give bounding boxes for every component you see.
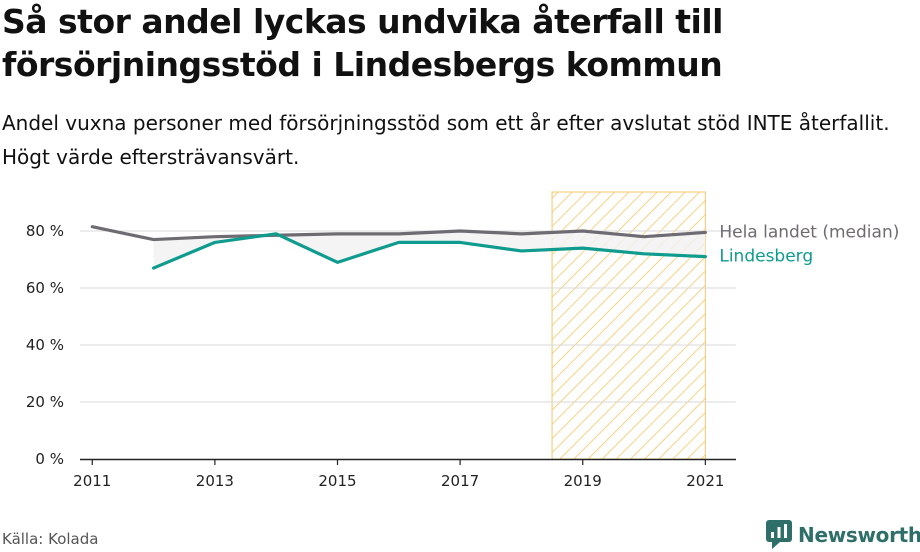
y-tick-label: 80 % xyxy=(26,222,64,240)
gridlines xyxy=(80,230,736,403)
series-labels: Hela landet (median) Lindesberg xyxy=(719,222,899,266)
x-tick-label: 2017 xyxy=(441,472,479,490)
newsworthy-logo-icon xyxy=(766,520,792,549)
chart-title: Så stor andel lyckas undvika återfall ti… xyxy=(2,2,723,84)
series-label-hela-landet: Hela landet (median) xyxy=(719,222,899,242)
series-label-lindesberg: Lindesberg xyxy=(719,247,813,267)
x-tick-label: 2011 xyxy=(73,472,111,490)
series-line-lindesberg xyxy=(151,232,707,270)
x-tick-labels: 2011 2013 2015 2017 2019 2021 xyxy=(73,472,724,490)
x-tick-label: 2015 xyxy=(318,472,356,490)
newsworthy-logo: Newsworthy xyxy=(766,519,920,551)
y-tick-label: 0 % xyxy=(35,450,64,468)
x-tick-label: 2019 xyxy=(564,472,602,490)
y-tick-label: 40 % xyxy=(26,336,64,354)
brand-name: Newsworthy xyxy=(798,523,920,547)
x-tick-label: 2013 xyxy=(196,472,234,490)
series-line-hela-landet xyxy=(90,225,707,242)
chart-subtitle: Andel vuxna personer med försörjningsstö… xyxy=(2,111,890,169)
x-tick-label: 2021 xyxy=(686,472,724,490)
x-axis xyxy=(80,458,736,465)
y-tick-label: 20 % xyxy=(26,393,64,411)
source-note: Källa: Kolada xyxy=(2,530,99,548)
series-lines xyxy=(90,225,707,270)
y-tick-labels: 0 % 20 % 40 % 60 % 80 % xyxy=(26,222,64,468)
y-tick-label: 60 % xyxy=(26,279,64,297)
